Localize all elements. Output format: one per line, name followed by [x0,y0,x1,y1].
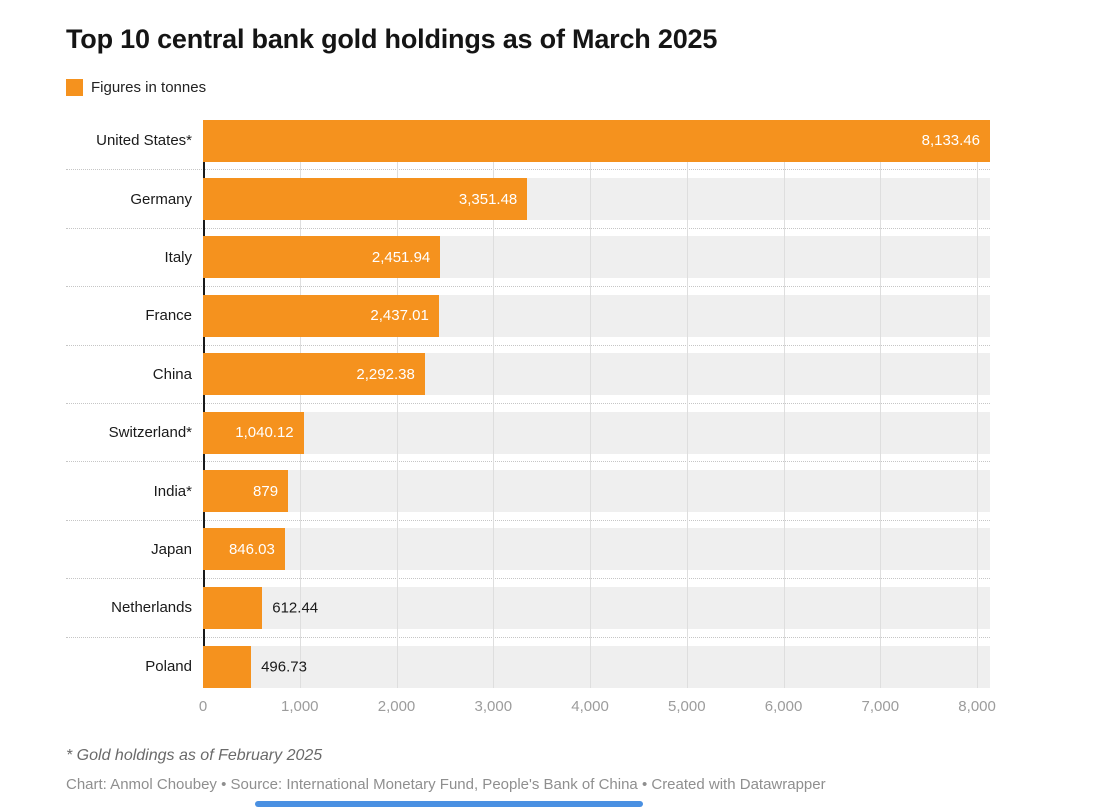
x-axis-tick-label: 7,000 [861,697,900,715]
footnote: * Gold holdings as of February 2025 [66,746,323,764]
bar-track: 2,292.38 [203,353,990,396]
x-axis-tick-label: 3,000 [474,697,513,715]
value-label: 8,133.46 [921,132,980,150]
bar-track: 846.03 [203,528,990,571]
x-axis: 0 1,000 2,000 3,000 4,000 5,000 6,000 7,000 8,00… [199,697,996,718]
category-label: Poland [145,658,192,676]
x-axis-tick-label: 1,000 [280,697,319,715]
table-row: Poland 496.73 [66,638,990,696]
legend: Figures in tonnes [66,78,990,96]
bar-track: 879 [203,470,990,513]
value-label: 2,437.01 [370,307,429,325]
category-label: France [145,307,192,325]
bar: 2,451.94 [203,236,441,279]
category-label: Germany [130,190,192,208]
value-label: 846.03 [228,540,275,558]
category-label: Netherlands [111,599,192,617]
category-label: United States* [96,132,192,150]
bar-track: 612.44 [203,586,990,629]
table-row: France 2,437.01 [66,287,990,346]
table-row: Germany 3,351.48 [66,170,990,229]
chart-container: Top 10 central bank gold holdings as of … [66,24,996,793]
value-label: 1,040.12 [235,424,294,442]
category-label: China [152,365,192,383]
bar-track: 2,437.01 [203,294,990,337]
x-axis-tick-label: 2,000 [377,697,416,715]
table-row: Japan 846.03 [66,521,990,580]
bar-track: 496.73 [203,645,990,688]
category-label: Japan [151,540,192,558]
value-label: 2,292.38 [356,365,415,383]
chart-rows: United States* 8,133.46 Germany 3,351.48 Ita… [66,112,990,696]
bar-track: 8,133.46 [203,119,990,162]
table-row: China 2,292.38 [66,346,990,404]
table-row: Italy 2,451.94 [66,229,990,288]
bar: 3,351.48 [203,178,528,221]
bar: 2,292.38 [203,353,425,396]
bar-chart: United States* 8,133.46 Germany 3,351.48 Ita… [66,112,990,696]
x-axis-tick-label: 6,000 [764,697,803,715]
category-label: Italy [164,248,192,266]
value-label: 3,351.48 [458,190,518,208]
bar-track: 2,451.94 [203,236,990,279]
bottom-blue-bar [255,801,643,807]
table-row: India* 879 [66,462,990,521]
value-label: 879 [253,482,279,500]
bar: 1,040.12 [203,411,304,454]
legend-color-swatch [66,78,83,96]
x-axis-tick-label: 5,000 [668,697,706,715]
x-axis-tick-label: 8,000 [958,697,996,715]
bar-track: 3,351.48 [203,178,990,221]
value-label: 612.44 [272,599,319,617]
bar: 879 [203,470,289,513]
x-axis-tick-label: 4,000 [571,697,609,715]
table-row: United States* 8,133.46 [66,112,990,171]
table-row: Netherlands 612.44 [66,579,990,638]
x-axis-tick-label: 0 [198,697,208,715]
bar: 846.03 [203,528,285,571]
bar: 8,133.46 [203,119,990,162]
category-label: India* [153,482,192,500]
value-label: 2,451.94 [371,248,431,266]
bar-track: 1,040.12 [203,411,990,454]
category-label: Switzerland* [108,424,192,442]
chart-title: Top 10 central bank gold holdings as of … [66,24,718,54]
value-label: 496.73 [261,658,307,676]
bar [203,586,263,629]
credit-line: Chart: Anmol Choubey • Source: Internati… [66,775,826,793]
table-row: Switzerland* 1,040.12 [66,404,990,463]
bar [203,645,252,688]
legend-label: Figures in tonnes [91,78,207,96]
bar: 2,437.01 [203,294,439,337]
